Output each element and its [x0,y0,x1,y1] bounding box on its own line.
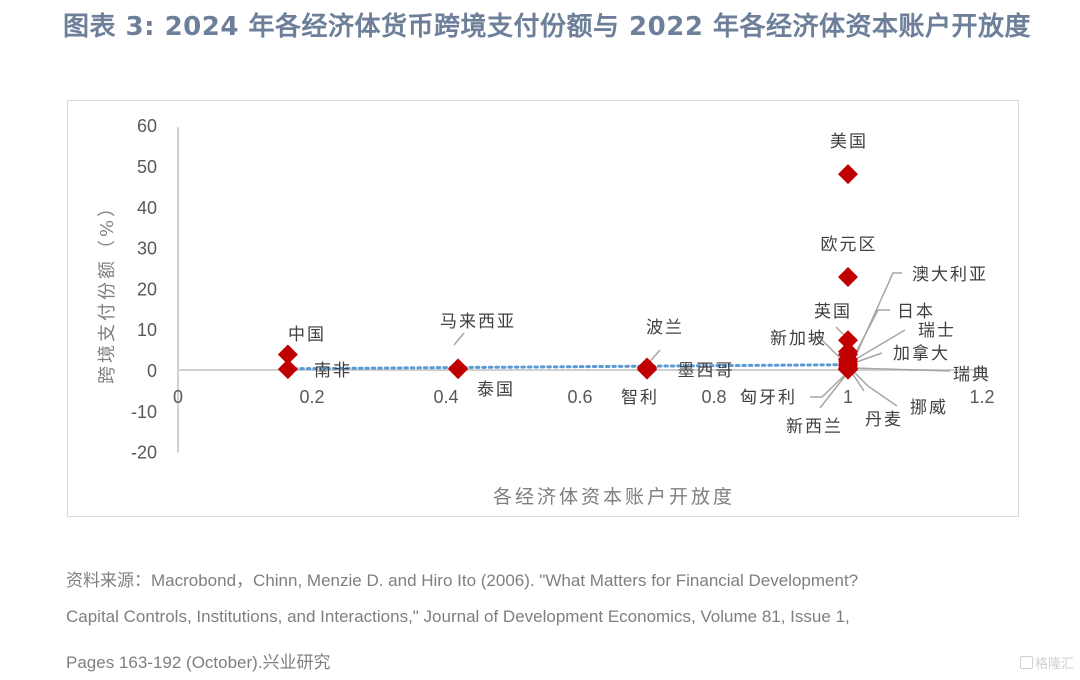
x-tick-label: 0.6 [567,387,592,407]
data-label: 泰国 [477,380,515,400]
leader-line [810,370,850,398]
data-label: 南非 [314,361,352,381]
watermark-text: 格隆汇 [1034,657,1074,672]
y-axis-title: 跨境支付份额（%） [97,196,118,384]
axes: 60 50 40 30 20 10 0 -10 -20 0 0.2 0.4 0.6 0.8 1 1.2 [131,116,995,462]
y-tick-label: 50 [137,157,157,177]
x-tick-label: 0.2 [299,387,324,407]
leader-line [850,309,890,363]
data-point [838,164,858,185]
data-label: 中国 [288,325,326,345]
data-points [277,164,858,380]
data-label: 马来西亚 [440,312,516,332]
data-label: 英国 [814,302,852,322]
data-label: 匈牙利 [740,388,797,408]
leader-line [819,370,850,409]
data-label: 美国 [830,132,868,152]
watermark: 格隆汇 [1019,653,1074,672]
y-tick-label: -10 [131,402,157,422]
x-tick-label: 0.8 [701,387,726,407]
data-point [838,330,858,351]
leader-lines [453,272,951,409]
data-label: 波兰 [646,318,684,338]
data-point [277,344,298,365]
y-tick-label: 10 [137,320,157,340]
trendline [286,363,850,371]
data-label: 瑞典 [953,365,991,385]
data-label: 新西兰 [786,417,843,437]
x-tick-label: 0 [173,387,183,407]
y-tick-label: -20 [131,443,157,463]
x-tick-label: 1 [843,387,853,407]
data-label: 新加坡 [770,329,827,349]
y-tick-label: 30 [137,239,157,259]
x-tick-label: 1.2 [969,387,994,407]
data-label: 日本 [897,302,935,322]
figure-title: 图表 3: 2024 年各经济体货币跨境支付份额与 2022 年各经济体资本账户… [63,12,1031,42]
trendline-group [286,363,850,371]
data-point [838,359,858,380]
data-label: 智利 [621,388,659,408]
source-line-3: Pages 163-192 (October).兴业研究 [66,653,331,672]
watermark-logo-icon [1019,656,1033,669]
y-tick-label: 60 [137,116,157,136]
data-label: 挪威 [910,398,948,418]
data-label: 瑞士 [918,321,956,341]
data-point [838,266,858,287]
data-label: 欧元区 [821,235,878,255]
leader-line [453,332,465,346]
data-label: 加拿大 [893,343,950,364]
leader-line [850,368,898,407]
data-point [448,359,469,380]
y-tick-label: 40 [137,198,157,218]
source-line-1: 资料来源：Macrobond，Chinn, Menzie D. and Hiro… [66,571,859,590]
data-point [637,358,657,379]
chart-frame [67,100,1019,517]
y-tick-label: 0 [147,361,157,381]
leader-line [808,337,850,368]
data-label: 丹麦 [865,410,903,430]
leader-line [851,367,951,372]
data-label: 澳大利亚 [912,265,988,285]
y-tick-label: 20 [137,279,157,299]
x-axis-title: 各经济体资本账户开放度 [493,486,735,508]
data-label: 墨西哥 [678,361,735,381]
source-line-2: Capital Controls, Institutions, and Inte… [66,607,850,626]
data-point [277,359,298,380]
leader-line [850,329,906,363]
x-tick-label: 0.4 [433,387,458,407]
